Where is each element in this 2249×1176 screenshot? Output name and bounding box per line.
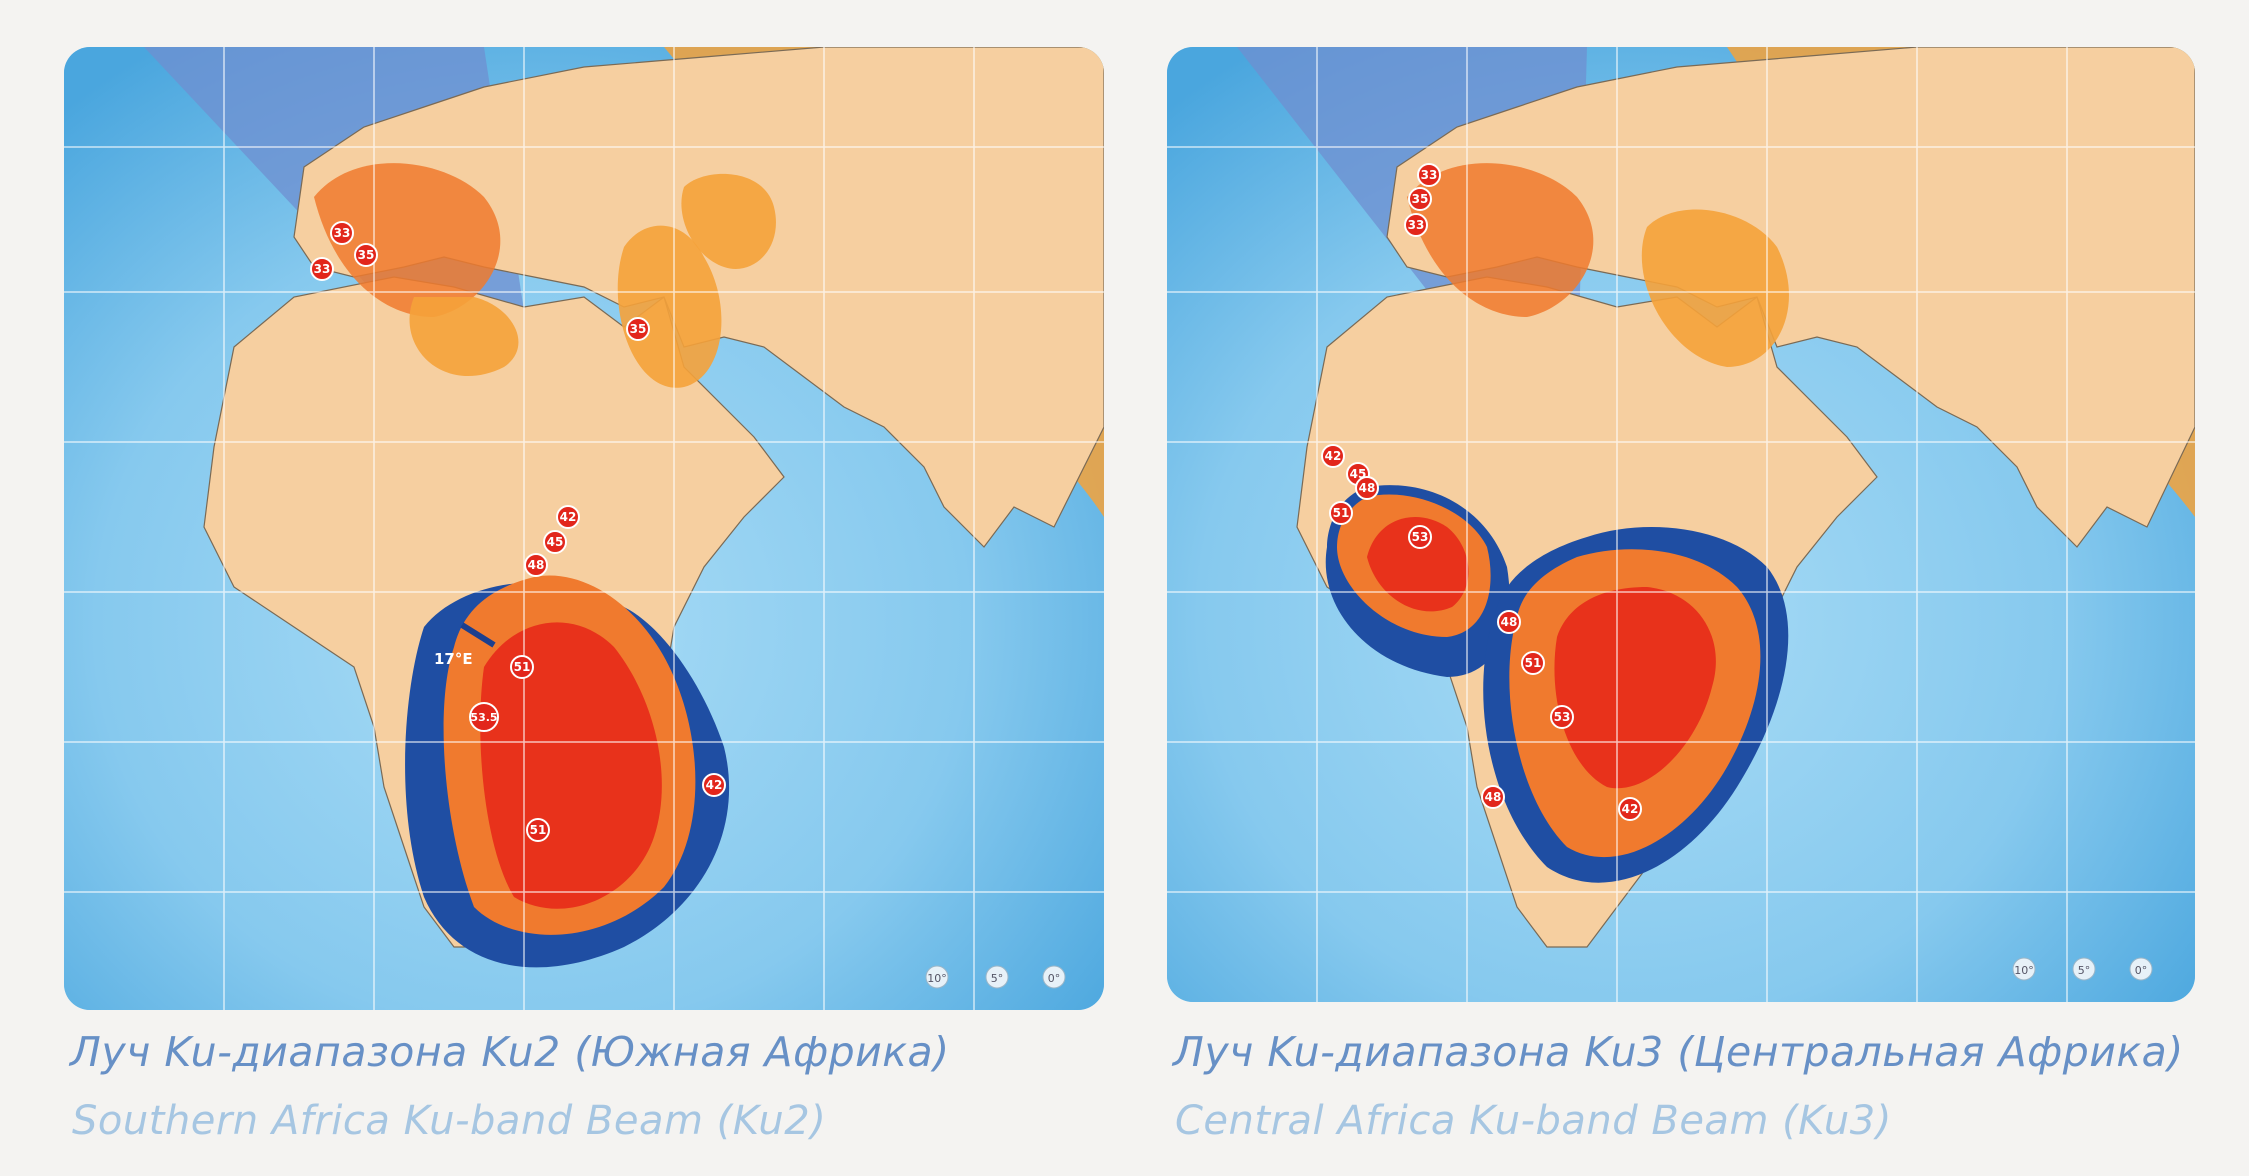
elevation-label-0: 0° [2135,964,2148,977]
contour-value: 42 [560,510,577,524]
contour-value: 53 [1412,530,1429,544]
caption-russian: Луч Ku-диапазона Ku3 (Центральная Африка… [1173,1028,2184,1076]
contour-value: 42 [1325,449,1342,463]
contour-badge: 53 [1408,525,1432,549]
caption-russian: Луч Ku-диапазона Ku2 (Южная Африка) [70,1028,950,1076]
contour-value: 45 [547,535,564,549]
elevation-label-10: 10° [927,972,947,985]
graticule [1167,47,2195,1002]
contour-badge: 35 [354,243,378,267]
satellite-icon [460,622,496,648]
contour-badge: 45 [543,530,567,554]
elevation-legend: 10° 5° 0° [925,965,1066,989]
contour-badge: 42 [556,505,580,529]
contour-value: 35 [1412,192,1429,206]
beam-core [480,622,662,909]
contour-badge: 48 [1497,610,1521,634]
contour-value: 48 [1359,481,1376,495]
elevation-label-0: 0° [1048,972,1061,985]
contour-value: 33 [314,262,331,276]
contour-badge: 48 [1355,476,1379,500]
satellite-label: 17°E [434,650,473,668]
contour-value: 48 [528,558,545,572]
contour-value: 33 [1421,168,1438,182]
contour-value: 53.5 [470,711,497,724]
contour-badge: 33 [330,221,354,245]
contour-badge: 42 [702,773,726,797]
caspian-beam [681,173,776,269]
contour-value: 53 [1554,710,1571,724]
contour-badge: 35 [1408,187,1432,211]
beam-core-west [1367,517,1469,612]
contour-badge: 51 [510,655,534,679]
europe-beam [314,163,501,317]
elevation-label-5: 5° [991,972,1004,985]
elevation-label-5: 5° [2078,964,2091,977]
contour-badge: 51 [526,818,550,842]
contour-badge: 51 [1329,501,1353,525]
contour-value: 48 [1501,615,1518,629]
contour-badge: 48 [524,553,548,577]
contour-badge: 51 [1521,651,1545,675]
elevation-legend: 10° 5° 0° [2012,957,2153,981]
contour-value: 33 [1408,218,1425,232]
contour-value: 48 [1485,790,1502,804]
contour-badge: 42 [1321,444,1345,468]
contour-value: 51 [1333,506,1350,520]
caption-english: Central Africa Ku-band Beam (Ku3) [1175,1098,1892,1144]
contour-badge: 48 [1481,785,1505,809]
contour-badge: 33 [1404,213,1428,237]
middle-east-beam [617,225,722,388]
contour-badge: 35 [626,317,650,341]
coverage-map-ku2: 33 35 33 35 42 45 48 51 53.5 51 42 17°E 10° 5° 0° [64,47,1104,1010]
contour-badge: 42 [1618,797,1642,821]
contour-badge: 53 [1550,705,1574,729]
middle-east-beam [1641,209,1789,367]
mediterranean-beam [409,297,519,377]
contour-value: 42 [706,778,723,792]
beam-core-east [1554,587,1716,789]
contour-badge: 33 [1417,163,1441,187]
graticule [64,47,1104,1010]
contour-badge: 53.5 [469,702,499,732]
contour-badge: 33 [310,257,334,281]
elevation-label-10: 10° [2014,964,2034,977]
contour-value: 51 [530,823,547,837]
contour-value: 51 [1525,656,1542,670]
contour-value: 42 [1622,802,1639,816]
contour-value: 51 [514,660,531,674]
contour-value: 35 [630,322,647,336]
caption-english: Southern Africa Ku-band Beam (Ku2) [72,1098,827,1144]
contour-value: 35 [358,248,375,262]
contour-value: 33 [334,226,351,240]
europe-beam [1407,163,1594,317]
coverage-map-ku3: 33 35 33 42 45 48 51 53 48 51 53 48 42 10° 5° 0° [1167,47,2195,1002]
